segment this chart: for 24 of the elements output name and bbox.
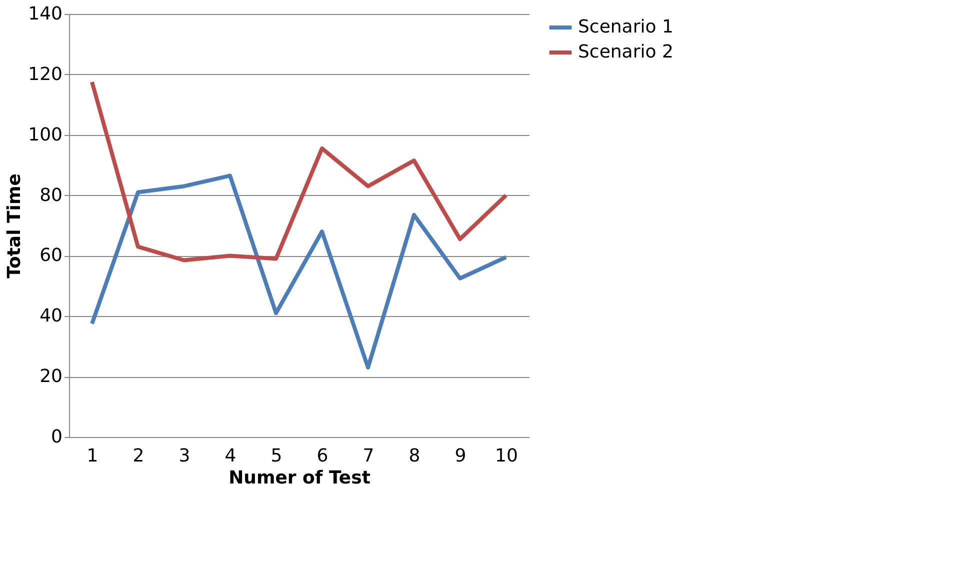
x-tick-label: 4	[224, 446, 236, 466]
x-tick-label: 9	[454, 446, 466, 466]
y-tick-label: 0	[51, 426, 62, 448]
y-tick-label: 100	[28, 124, 62, 146]
y-tick-label: 60	[40, 245, 62, 266]
x-tick-label: 2	[132, 446, 144, 466]
x-tick-label: 3	[178, 446, 190, 466]
x-axis-title: Numer of Test	[228, 468, 371, 488]
legend-label: Scenario 1	[578, 16, 674, 38]
x-tick-label: 1	[86, 446, 98, 466]
x-tick-label: 7	[362, 446, 374, 466]
y-tick-label: 120	[28, 64, 62, 85]
y-tick-label: 20	[40, 366, 62, 388]
x-tick-label: 8	[408, 446, 420, 466]
line-series	[90, 80, 508, 262]
y-axis-title: Total Time	[4, 174, 26, 278]
x-tick-label: 5	[270, 446, 282, 466]
legend-label: Scenario 2	[578, 42, 674, 62]
y-tick-label: 40	[40, 306, 62, 327]
y-tick-label: 80	[40, 184, 62, 206]
line-series	[90, 174, 508, 370]
x-tick-label: 10	[495, 446, 518, 466]
y-tick-label: 140	[28, 4, 62, 24]
x-tick-label: 6	[316, 446, 328, 466]
